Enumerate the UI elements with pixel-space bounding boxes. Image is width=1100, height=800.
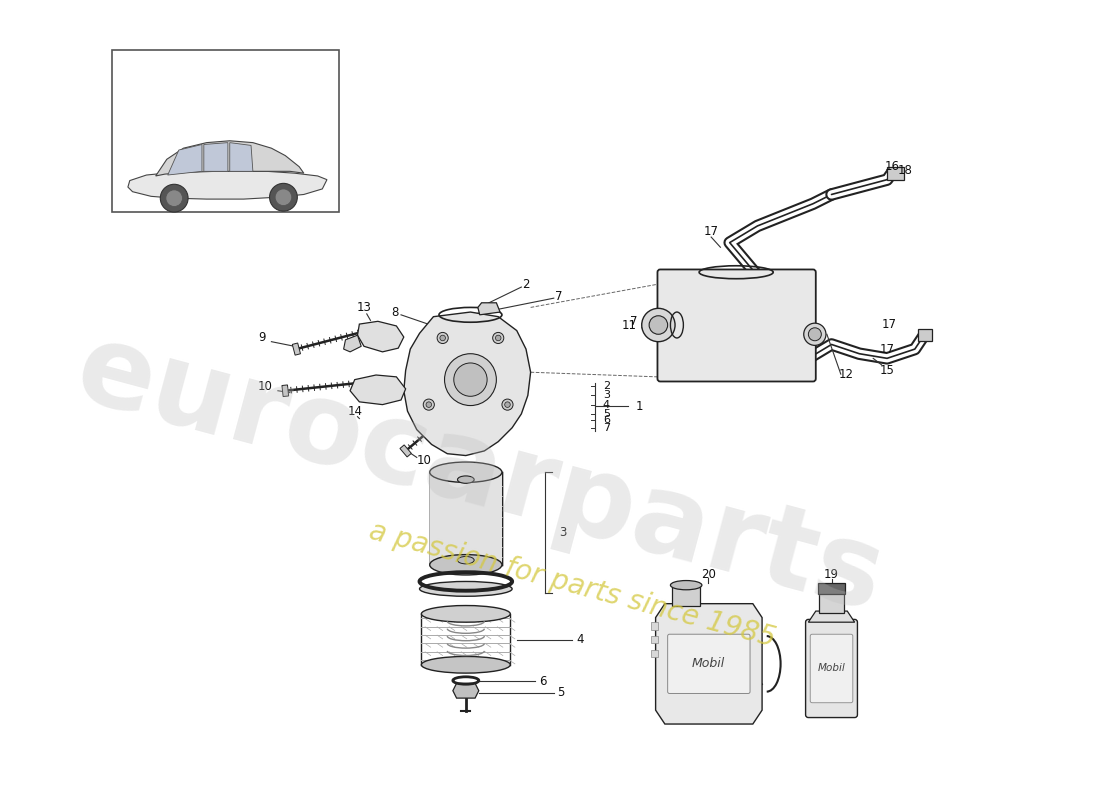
Text: 17: 17 bbox=[880, 342, 894, 355]
Polygon shape bbox=[350, 375, 406, 405]
Text: 4: 4 bbox=[576, 634, 583, 646]
FancyBboxPatch shape bbox=[668, 634, 750, 694]
Text: 19: 19 bbox=[824, 567, 839, 581]
Circle shape bbox=[270, 183, 297, 211]
Polygon shape bbox=[128, 171, 327, 199]
Polygon shape bbox=[656, 604, 762, 724]
Text: 15: 15 bbox=[880, 364, 894, 377]
FancyBboxPatch shape bbox=[658, 270, 816, 382]
Polygon shape bbox=[430, 472, 502, 565]
Text: 8: 8 bbox=[390, 306, 398, 318]
Text: 14: 14 bbox=[348, 405, 362, 418]
Ellipse shape bbox=[430, 462, 502, 482]
Text: 3: 3 bbox=[603, 390, 609, 400]
Polygon shape bbox=[404, 312, 530, 455]
Polygon shape bbox=[167, 145, 202, 175]
Polygon shape bbox=[400, 445, 411, 457]
Circle shape bbox=[454, 363, 487, 396]
Circle shape bbox=[426, 402, 431, 407]
Circle shape bbox=[493, 333, 504, 343]
Bar bbox=[672, 585, 700, 606]
Text: 7: 7 bbox=[629, 315, 637, 328]
Circle shape bbox=[505, 402, 510, 407]
Polygon shape bbox=[282, 385, 288, 397]
Text: 11: 11 bbox=[623, 319, 637, 333]
Bar bbox=[651, 650, 659, 658]
Ellipse shape bbox=[430, 554, 502, 575]
Circle shape bbox=[495, 335, 500, 341]
Text: 9: 9 bbox=[258, 330, 266, 343]
Text: 17: 17 bbox=[881, 318, 896, 330]
Text: 16: 16 bbox=[884, 160, 899, 173]
Circle shape bbox=[166, 190, 183, 206]
FancyBboxPatch shape bbox=[805, 619, 857, 718]
Ellipse shape bbox=[421, 606, 510, 622]
Text: 10: 10 bbox=[417, 454, 431, 466]
Polygon shape bbox=[343, 335, 361, 352]
Text: 2: 2 bbox=[522, 278, 530, 290]
Circle shape bbox=[437, 333, 448, 343]
Text: 10: 10 bbox=[257, 380, 273, 393]
Circle shape bbox=[641, 308, 675, 342]
Circle shape bbox=[161, 184, 188, 212]
Text: 5: 5 bbox=[603, 409, 609, 419]
Text: Mobil: Mobil bbox=[817, 663, 846, 674]
Text: 6: 6 bbox=[539, 675, 547, 688]
Text: 4: 4 bbox=[603, 400, 611, 410]
Ellipse shape bbox=[670, 581, 702, 590]
Text: 7: 7 bbox=[554, 290, 562, 303]
Bar bbox=[651, 636, 659, 643]
Text: Mobil: Mobil bbox=[692, 658, 725, 670]
Text: 5: 5 bbox=[558, 686, 565, 699]
Polygon shape bbox=[293, 343, 300, 355]
Text: 17: 17 bbox=[704, 225, 718, 238]
Text: 6: 6 bbox=[603, 415, 609, 426]
Text: 13: 13 bbox=[356, 301, 372, 314]
Text: 1: 1 bbox=[635, 400, 642, 413]
Text: 12: 12 bbox=[839, 367, 854, 381]
Text: eurocarparts: eurocarparts bbox=[64, 313, 895, 635]
Polygon shape bbox=[477, 302, 500, 315]
Circle shape bbox=[804, 323, 826, 346]
Text: 3: 3 bbox=[559, 526, 566, 539]
Polygon shape bbox=[358, 322, 404, 352]
Polygon shape bbox=[808, 611, 855, 622]
Polygon shape bbox=[204, 142, 228, 171]
Polygon shape bbox=[453, 683, 478, 698]
Circle shape bbox=[444, 354, 496, 406]
Bar bbox=[820, 593, 844, 613]
Text: a passion for parts since 1985: a passion for parts since 1985 bbox=[366, 518, 779, 653]
Bar bbox=[112, 50, 339, 212]
Bar bbox=[887, 166, 904, 180]
Text: 20: 20 bbox=[701, 567, 716, 581]
Circle shape bbox=[440, 335, 446, 341]
Circle shape bbox=[649, 316, 668, 334]
Bar bbox=[651, 622, 659, 630]
Polygon shape bbox=[230, 142, 253, 171]
Ellipse shape bbox=[458, 476, 474, 483]
Bar bbox=[917, 329, 933, 341]
Bar bbox=[817, 583, 846, 594]
Ellipse shape bbox=[419, 582, 513, 596]
FancyBboxPatch shape bbox=[811, 634, 852, 702]
Polygon shape bbox=[156, 141, 304, 176]
Circle shape bbox=[424, 399, 434, 410]
Text: 2: 2 bbox=[603, 381, 611, 391]
Text: 18: 18 bbox=[898, 164, 913, 177]
Ellipse shape bbox=[458, 557, 474, 564]
Circle shape bbox=[808, 328, 822, 341]
Ellipse shape bbox=[421, 657, 510, 673]
Circle shape bbox=[275, 189, 292, 206]
Text: 7: 7 bbox=[603, 422, 611, 433]
Circle shape bbox=[502, 399, 513, 410]
